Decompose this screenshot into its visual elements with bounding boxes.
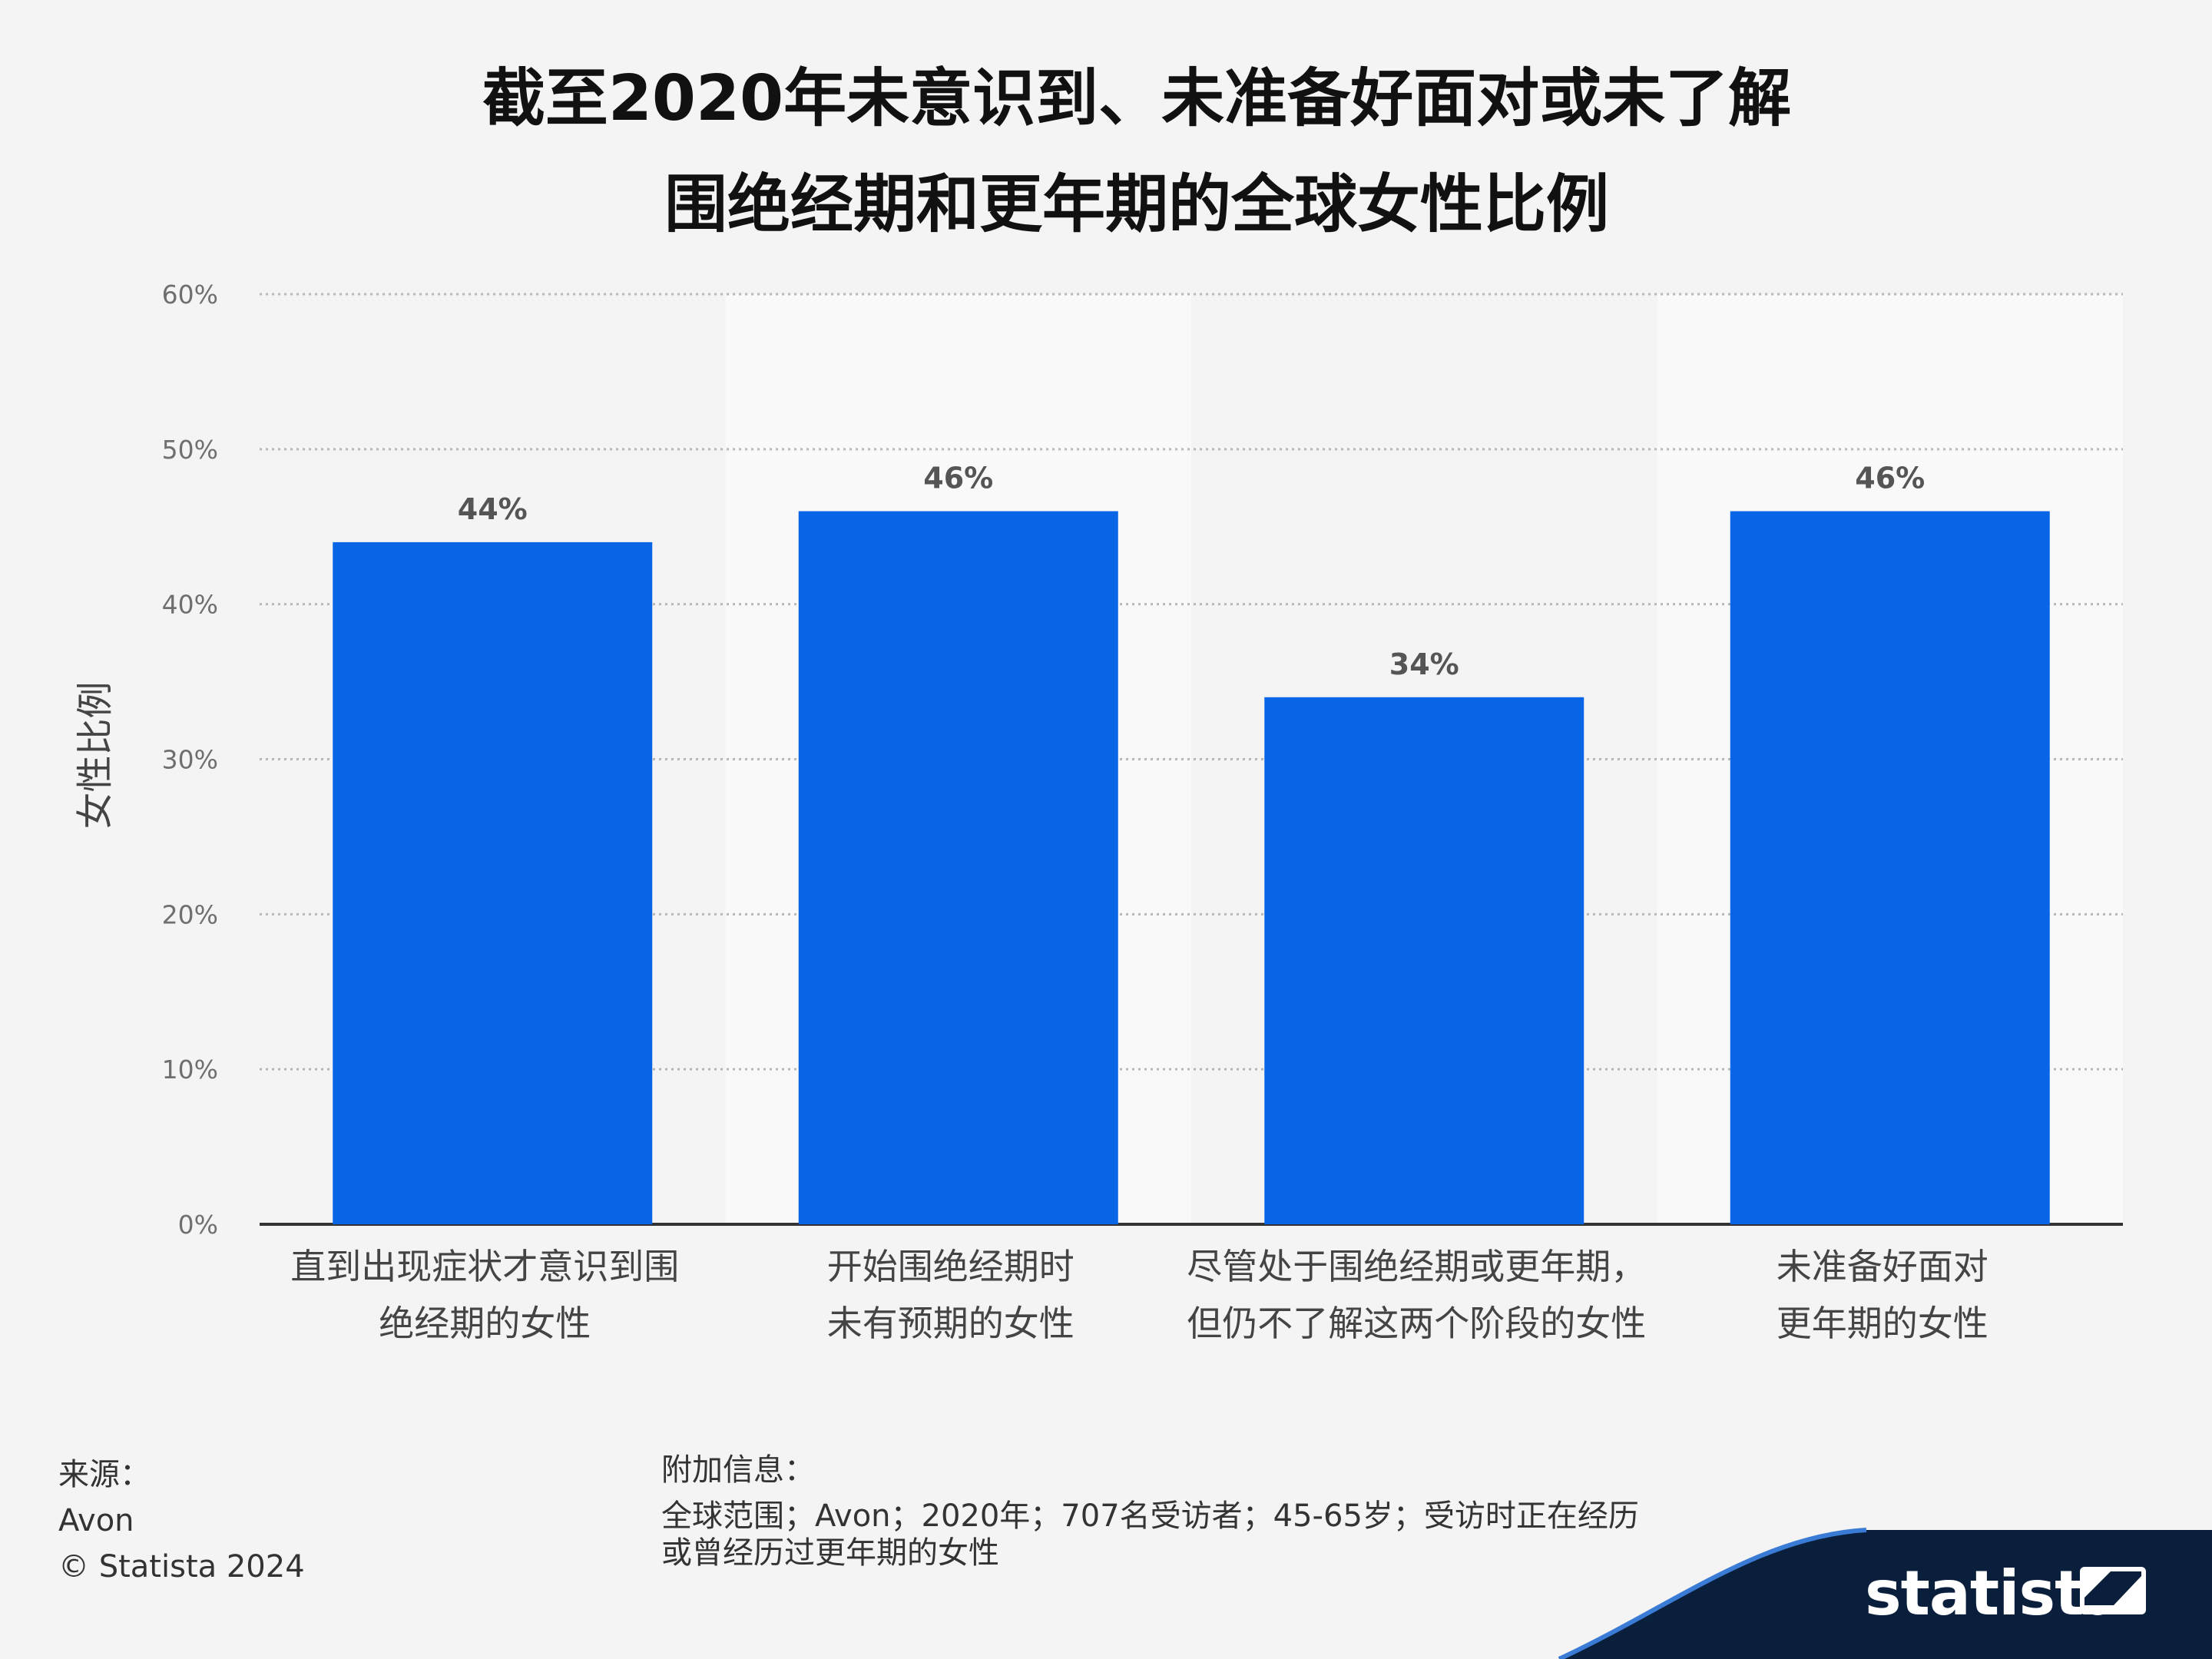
y-tick-label: 60% [162,280,218,310]
data-label: 46% [923,462,993,495]
y-axis-title: 女性比例 [74,681,117,829]
bar [333,541,653,1224]
data-label: 46% [1855,462,1925,495]
y-tick-label: 30% [162,745,218,775]
y-tick-label: 10% [162,1055,218,1084]
data-label: 44% [458,492,528,526]
source-heading: 来源： [58,1457,151,1492]
info-line-1: 全球范围；Avon；2020年；707名受访者；45-65岁；受访时正在经历 [661,1498,1639,1534]
data-label: 34% [1389,647,1459,681]
chart-title-line-1: 截至2020年未意识到、未准备好面对或未了解 [482,62,1792,135]
info-heading: 附加信息： [661,1452,815,1488]
statista-logo-icon [2080,1567,2146,1614]
info-line-2: 或曾经历过更年期的女性 [661,1535,999,1571]
y-tick-label: 20% [162,899,218,929]
x-category-label: 开始围绝经期时 [827,1246,1075,1287]
additional-info-block: 附加信息： 全球范围；Avon；2020年；707名受访者；45-65岁；受访时… [661,1452,1639,1571]
chart-title: 截至2020年未意识到、未准备好面对或未了解 围绝经期和更年期的全球女性比例 [0,46,2212,258]
bar [1730,511,2050,1224]
y-tick-label: 0% [178,1210,218,1240]
x-category-label: 直到出现症状才意识到围 [290,1246,679,1287]
y-tick-label: 40% [162,590,218,620]
bar [798,511,1118,1224]
source-block: 来源： Avon © Statista 2024 [58,1452,305,1590]
chart-title-line-2: 围绝经期和更年期的全球女性比例 [664,168,1609,241]
bar-chart: 0% 10% 20% 30% 40% 50% 60% 女性比例 44% 直到出现症状才意识到围绝经… [74,280,2123,1344]
x-category-label: 但仍不了解这两个阶段的女性 [1187,1303,1646,1344]
copyright: © Statista 2024 [58,1549,305,1584]
x-category-label: 尽管处于围绝经期或更年期， [1187,1246,1646,1287]
x-category-label: 更年期的女性 [1777,1303,1988,1344]
x-category-label: 未有预期的女性 [827,1303,1075,1344]
bar [1264,697,1584,1224]
x-category-label: 未准备好面对 [1777,1246,1988,1287]
y-tick-label: 50% [162,435,218,465]
x-category-label: 绝经期的女性 [379,1303,591,1344]
source-name[interactable]: Avon [58,1503,134,1538]
